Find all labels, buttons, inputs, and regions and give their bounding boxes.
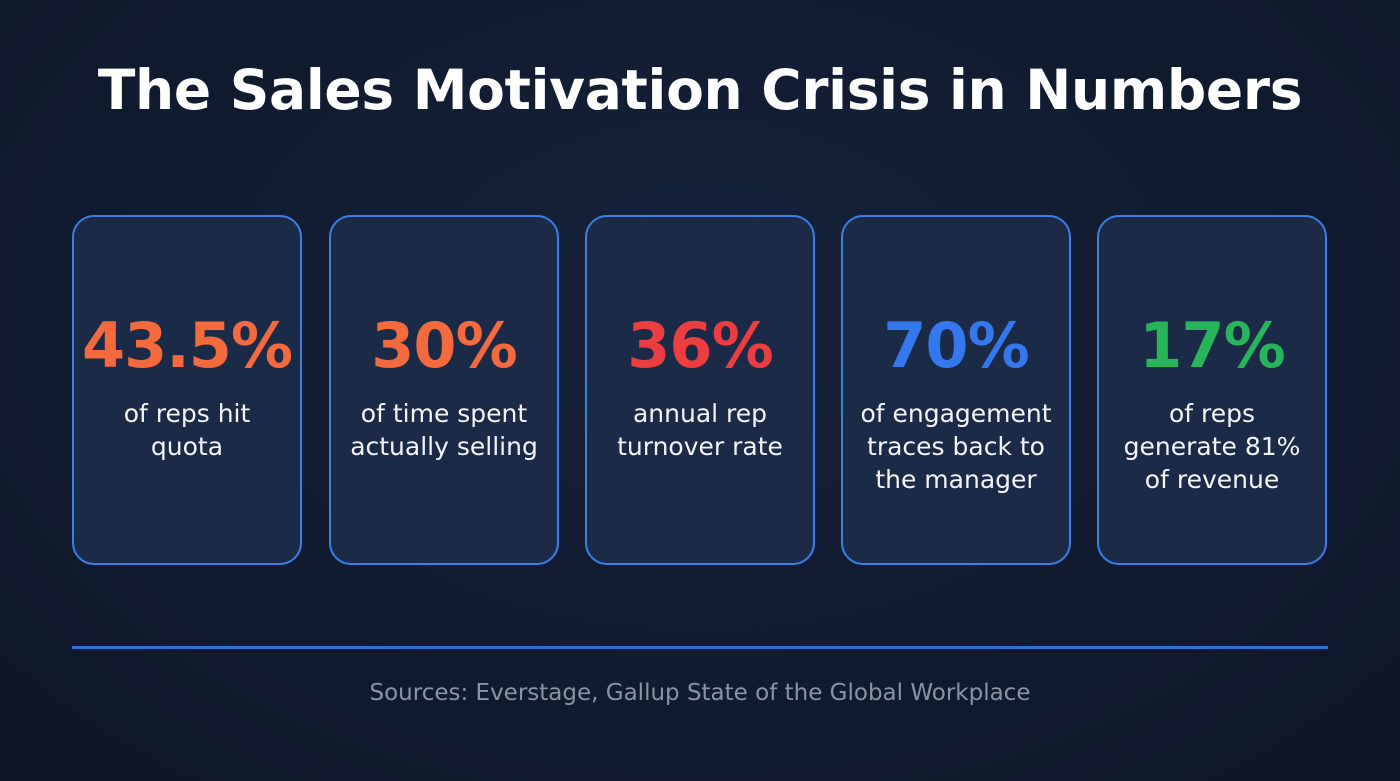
stat-label: of reps hit quota	[123, 399, 251, 461]
page-title: The Sales Motivation Crisis in Numbers	[97, 58, 1303, 122]
stat-card-selling-time: 30% of time spent actually selling	[329, 215, 559, 565]
stat-value: 36%	[627, 309, 773, 382]
stat-label: of time spent actually selling	[350, 399, 538, 461]
stat-value: 17%	[1139, 309, 1285, 382]
stat-value: 30%	[371, 309, 517, 382]
stat-card-quota: 43.5% of reps hit quota	[72, 215, 302, 565]
stat-card-turnover: 36% annual rep turnover rate	[585, 215, 815, 565]
stat-value: 43.5%	[81, 309, 293, 382]
divider	[72, 646, 1328, 649]
stat-value: 70%	[883, 309, 1029, 382]
stat-card-revenue: 17% of reps generate 81% of revenue	[1097, 215, 1327, 565]
stat-label: of reps generate 81% of revenue	[1123, 399, 1301, 494]
stat-label: annual rep turnover rate	[617, 399, 783, 461]
stat-label: of engagement traces back to the manager	[860, 399, 1052, 494]
stat-card-engagement: 70% of engagement traces back to the man…	[841, 215, 1071, 565]
sources-footnote: Sources: Everstage, Gallup State of the …	[369, 680, 1031, 706]
